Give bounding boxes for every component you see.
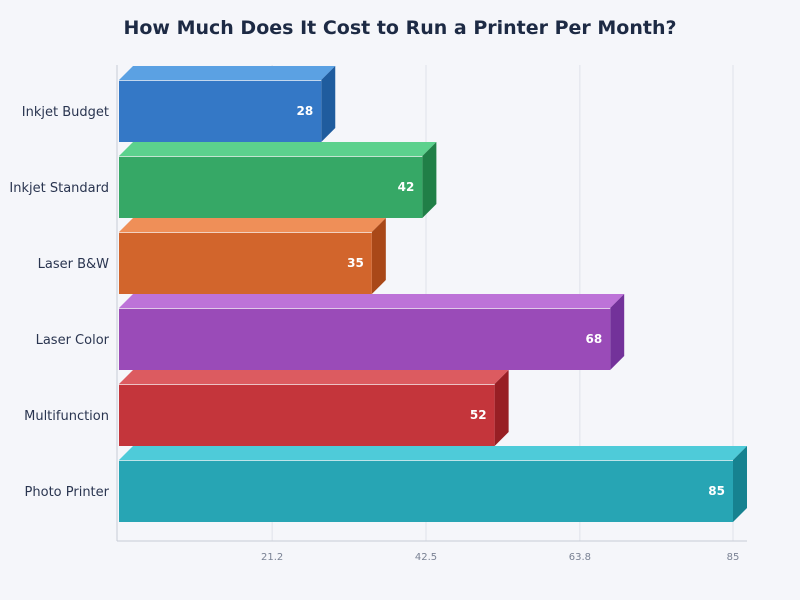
category-labels: Inkjet Budget Inkjet Standard Laser B&W Las…: [9, 105, 109, 500]
category-label: Laser B&W: [38, 257, 110, 272]
bar-inkjet-budget: 28: [119, 66, 336, 142]
bar-front-face: [119, 460, 733, 522]
category-label: Photo Printer: [25, 485, 110, 500]
bar-side-face: [494, 370, 509, 446]
axes: [116, 65, 747, 542]
bar-value-label: 42: [398, 180, 415, 194]
category-label: Inkjet Standard: [9, 181, 109, 196]
category-label: Multifunction: [24, 409, 109, 424]
bar-value-label: 68: [585, 332, 602, 346]
bar-top-face: [119, 66, 336, 80]
bar-multifunction: 52: [119, 370, 509, 446]
bars: 28 42 35 68 52 85: [119, 66, 747, 522]
bar-front-face: [119, 308, 611, 370]
bar-inkjet-standard: 42: [119, 142, 437, 218]
bar-front-face: [119, 232, 372, 294]
bar-value-label: 85: [708, 484, 725, 498]
bar-value-label: 35: [347, 256, 364, 270]
bar-front-face: [119, 80, 322, 142]
bar-side-face: [321, 66, 336, 142]
bar-value-label: 28: [297, 104, 314, 118]
bar-top-face: [119, 142, 437, 156]
bar-top-face: [119, 446, 747, 460]
bar-laser-color: 68: [119, 294, 625, 370]
x-tick-label: 42.5: [415, 552, 437, 563]
bar-laser-b-w: 35: [119, 218, 386, 294]
bar-top-face: [119, 294, 625, 308]
bar-side-face: [610, 294, 625, 370]
chart-title: How Much Does It Cost to Run a Printer P…: [123, 17, 676, 39]
x-tick-label: 85: [727, 552, 740, 563]
bar-photo-printer: 85: [119, 446, 747, 522]
bar-top-face: [119, 370, 509, 384]
bar-front-face: [119, 156, 423, 218]
bar-value-label: 52: [470, 408, 487, 422]
category-label: Laser Color: [36, 333, 110, 348]
bar-side-face: [733, 446, 747, 522]
bar-side-face: [371, 218, 386, 294]
x-tick-label: 21.2: [261, 552, 283, 563]
x-tick-label: 63.8: [569, 552, 591, 563]
tick-labels: 21.2 42.5 63.8 85: [261, 552, 739, 563]
bar-side-face: [422, 142, 437, 218]
category-label: Inkjet Budget: [22, 105, 109, 120]
bar-front-face: [119, 384, 495, 446]
bar-top-face: [119, 218, 386, 232]
